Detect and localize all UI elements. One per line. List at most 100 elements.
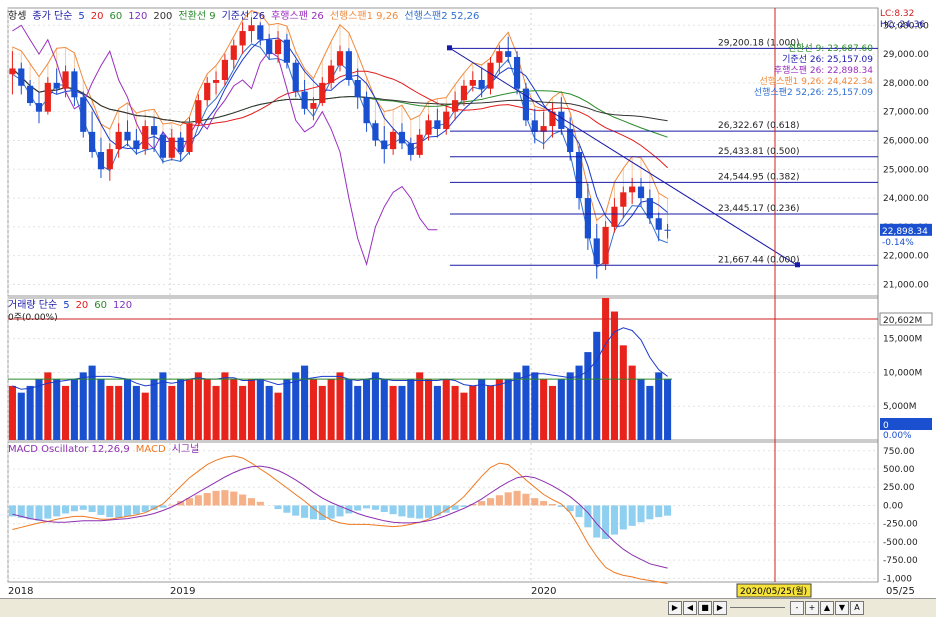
- volume-bar: [442, 379, 450, 440]
- volume-bar: [35, 379, 43, 440]
- price-legend-item: 20: [91, 11, 104, 22]
- macd-hist-bar: [26, 505, 34, 520]
- candle-body: [239, 31, 246, 46]
- candle-body: [97, 152, 105, 170]
- macd-hist-bar: [301, 505, 309, 518]
- macd-hist-bar: [566, 505, 574, 512]
- volume-bar: [97, 379, 105, 440]
- price-legend-item: 선행스팬2 52,26: [404, 10, 479, 22]
- candle-body: [27, 85, 34, 104]
- candle-body: [425, 120, 432, 135]
- candle-body: [513, 56, 521, 89]
- candle-body: [177, 137, 184, 152]
- candle-body: [522, 88, 530, 121]
- fib-level-label: 29,200.18 (1.000): [718, 38, 799, 48]
- candle-body: [637, 186, 645, 199]
- macd-hist-bar: [398, 505, 406, 517]
- candle-body: [301, 91, 308, 109]
- volume-bar: [389, 385, 397, 440]
- candle-body: [142, 126, 149, 150]
- volume-legend-item: 60: [94, 300, 107, 311]
- scroll-start-button[interactable]: ▶: [668, 601, 682, 615]
- volume-bar: [460, 392, 468, 440]
- macd-hist-bar: [584, 505, 592, 528]
- x-axis-year-label: 2019: [170, 586, 195, 597]
- candle-body: [478, 80, 485, 89]
- macd-hist-bar: [540, 501, 548, 506]
- settings-button[interactable]: A: [850, 601, 864, 615]
- volume-bar: [637, 379, 645, 440]
- candle-body: [283, 39, 290, 63]
- candle-body: [460, 85, 468, 101]
- candle-body: [71, 71, 78, 98]
- step-forward-button[interactable]: ▶: [713, 601, 727, 615]
- price-tick-label: 30,000.00: [883, 21, 929, 31]
- volume-bar: [221, 372, 229, 440]
- macd-hist-bar: [557, 505, 565, 507]
- volume-legend-item: 5: [63, 300, 69, 311]
- macd-hist-bar: [522, 493, 530, 506]
- candle-body: [266, 39, 273, 55]
- volume-bar: [79, 372, 87, 440]
- candle-body: [354, 80, 361, 98]
- ichimoku-readout: 후행스팬 26: 22,898.34: [774, 64, 873, 76]
- volume-bar: [194, 372, 202, 440]
- step-back-button[interactable]: ◀: [683, 601, 697, 615]
- stop-button[interactable]: ■: [698, 601, 712, 615]
- volume-bar: [363, 379, 371, 440]
- volume-bar: [265, 385, 273, 440]
- collapse-button[interactable]: ▼: [835, 601, 849, 615]
- volume-bar: [230, 379, 238, 440]
- macd-hist-bar: [619, 505, 627, 530]
- macd-legend-item: 시그널: [172, 443, 200, 455]
- candle-body: [575, 152, 583, 199]
- price-legend-item: 전환선 9: [178, 10, 215, 22]
- zoom-slider[interactable]: [730, 607, 785, 608]
- volume-bar: [177, 379, 185, 440]
- macd-hist-bar: [486, 498, 495, 506]
- volume-bar: [513, 372, 521, 440]
- candle-body: [35, 103, 43, 112]
- macd-hist-bar: [292, 505, 300, 516]
- macd-hist-bar: [664, 505, 672, 516]
- candle-body: [345, 51, 352, 80]
- current-volume-zero: 0: [883, 421, 889, 431]
- zoom-out-button[interactable]: -: [790, 601, 804, 615]
- macd-hist-bar: [548, 503, 557, 506]
- current-volume-value: 20,602M: [883, 316, 922, 326]
- macd-tick-label: 0.00: [883, 501, 903, 511]
- macd-hist-bar: [185, 498, 194, 506]
- candle-body: [540, 126, 547, 132]
- price-legend-item: 60: [110, 11, 123, 22]
- macd-hist-bar: [451, 505, 459, 510]
- candle-body: [505, 51, 512, 57]
- macd-hist-bar: [309, 505, 317, 520]
- volume-bar: [301, 365, 309, 440]
- zoom-in-button[interactable]: +: [805, 601, 819, 615]
- fib-level-label: 21,667.44 (0.000): [718, 255, 799, 265]
- macd-hist-bar: [141, 505, 149, 512]
- macd-hist-bar: [35, 505, 43, 521]
- volume-bar: [531, 372, 539, 440]
- price-legend-item: 선행스팬1 9,26: [330, 10, 399, 22]
- stock-chart[interactable]: 30,000.00 29,000.00 28,000.00 27,000.00 26,0…: [0, 0, 936, 598]
- current-volume-tag: [879, 312, 933, 326]
- volume-bar: [495, 379, 503, 440]
- macd-hist-bar: [336, 505, 344, 517]
- candle-body: [487, 62, 494, 89]
- macd-hist-bar: [318, 505, 326, 521]
- volume-bar: [398, 385, 406, 440]
- candle-body: [44, 82, 51, 112]
- candle-body: [195, 100, 202, 124]
- volume-bar: [478, 379, 486, 440]
- volume-bar: [26, 385, 34, 440]
- volume-tick-label: 15,000M: [883, 335, 922, 345]
- macd-hist-bar: [380, 505, 388, 512]
- macd-hist-bar: [407, 505, 415, 518]
- expand-button[interactable]: ▲: [820, 601, 834, 615]
- volume-tick-label: 10,000M: [883, 368, 922, 378]
- macd-hist-bar: [478, 501, 486, 506]
- candle-body: [381, 140, 388, 150]
- fib-anchor-handle: [795, 262, 800, 268]
- ichimoku-readout: 선행스팬2 52,26: 25,157.09: [754, 86, 873, 98]
